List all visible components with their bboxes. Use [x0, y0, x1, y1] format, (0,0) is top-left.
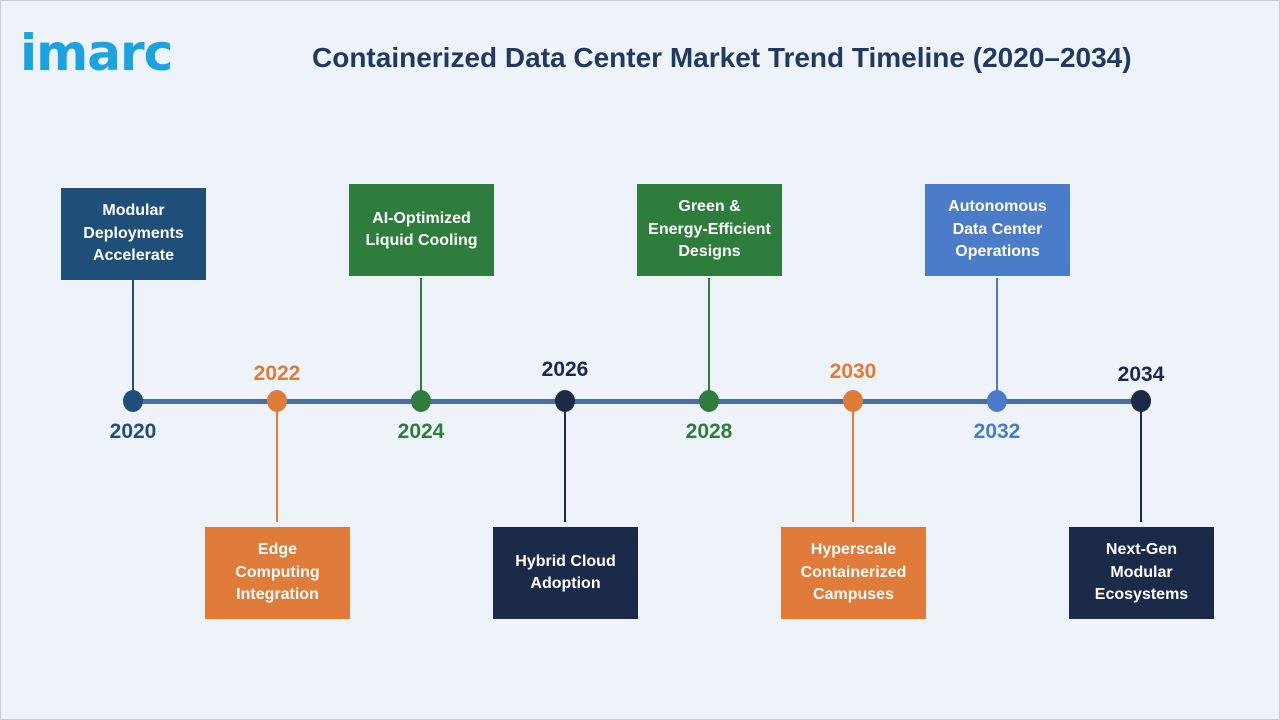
- timeline-event-box: Next-Gen Modular Ecosystems: [1069, 527, 1214, 619]
- timeline-event-box: Green & Energy-Efficient Designs: [637, 184, 782, 276]
- timeline-event-box: Edge Computing Integration: [205, 527, 350, 619]
- timeline-connector: [996, 278, 998, 392]
- imarc-logo: imarc: [20, 28, 172, 78]
- timeline-year-label: 2022: [227, 362, 327, 386]
- timeline-connector: [132, 278, 134, 392]
- timeline-connector: [276, 410, 278, 522]
- timeline-year-label: 2034: [1091, 363, 1191, 387]
- timeline-dot: [555, 390, 575, 412]
- timeline-dot: [987, 390, 1007, 412]
- timeline-connector: [1140, 410, 1142, 522]
- timeline-connector: [420, 278, 422, 392]
- timeline-dot: [267, 390, 287, 412]
- timeline-event-box: Hyperscale Containerized Campuses: [781, 527, 926, 619]
- timeline-year-label: 2024: [371, 420, 471, 444]
- timeline-event-box: AI-Optimized Liquid Cooling: [349, 184, 494, 276]
- timeline-year-label: 2028: [659, 420, 759, 444]
- timeline-event-box: Modular Deployments Accelerate: [61, 188, 206, 280]
- timeline-year-label: 2020: [83, 420, 183, 444]
- timeline-dot: [843, 390, 863, 412]
- timeline-year-label: 2026: [515, 358, 615, 382]
- timeline-dot: [123, 390, 143, 412]
- logo-text: imarc: [20, 28, 172, 78]
- timeline-event-box: Autonomous Data Center Operations: [925, 184, 1070, 276]
- page-title: Containerized Data Center Market Trend T…: [312, 42, 1142, 74]
- timeline-dot: [1131, 390, 1151, 412]
- timeline-connector: [564, 410, 566, 522]
- timeline-connector: [852, 410, 854, 522]
- timeline-year-label: 2030: [803, 360, 903, 384]
- timeline-year-label: 2032: [947, 420, 1047, 444]
- timeline-dot: [411, 390, 431, 412]
- timeline-dot: [699, 390, 719, 412]
- timeline-connector: [708, 278, 710, 392]
- timeline-event-box: Hybrid Cloud Adoption: [493, 527, 638, 619]
